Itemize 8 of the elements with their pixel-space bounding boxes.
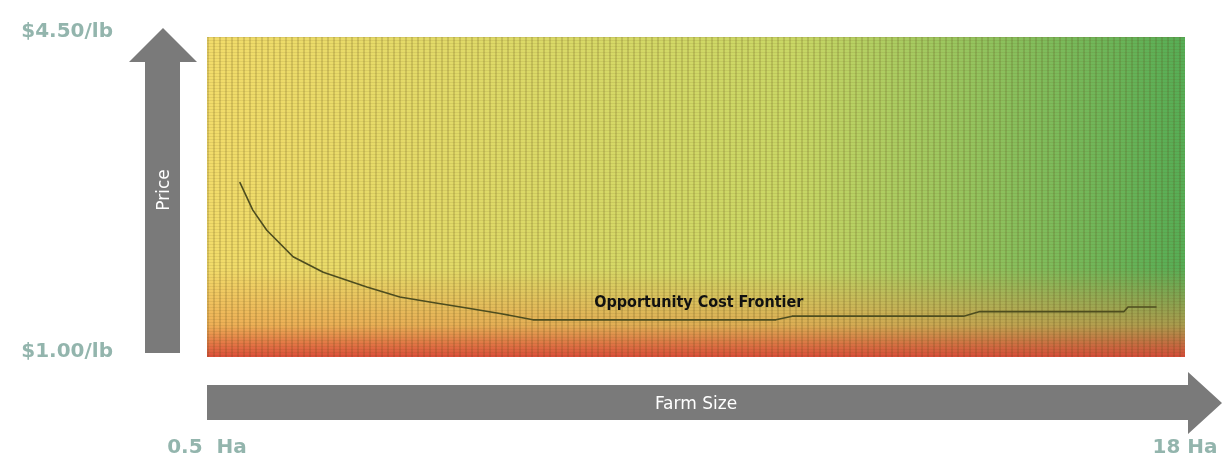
x-axis-title: Farm Size	[654, 393, 738, 413]
annotation: Opportunity Cost Frontier	[594, 292, 805, 312]
x-tick-label: 18 Ha	[1152, 434, 1218, 458]
y-axis-title: Price	[153, 169, 173, 211]
y-tick-label: $4.50/lb	[21, 18, 113, 42]
x-tick-label: 0.5 Ha	[167, 434, 247, 458]
line-series	[239, 181, 1157, 321]
y-tick-label: $1.00/lb	[21, 338, 113, 362]
